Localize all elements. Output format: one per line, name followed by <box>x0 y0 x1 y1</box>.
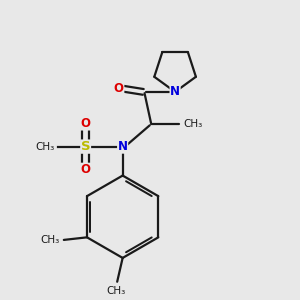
Text: S: S <box>81 140 91 153</box>
Text: CH₃: CH₃ <box>40 235 60 245</box>
Text: CH₃: CH₃ <box>183 119 203 129</box>
Text: O: O <box>81 117 91 130</box>
Text: N: N <box>118 140 128 153</box>
Text: O: O <box>81 163 91 176</box>
Text: CH₃: CH₃ <box>36 142 55 152</box>
Text: CH₃: CH₃ <box>106 286 125 296</box>
Text: N: N <box>170 85 180 98</box>
Text: O: O <box>114 82 124 95</box>
